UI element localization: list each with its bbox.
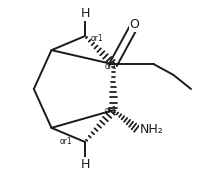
Text: or1: or1 [60,137,73,146]
Text: or1: or1 [105,62,117,70]
Text: H: H [80,158,90,171]
Text: H: H [80,7,90,20]
Text: NH₂: NH₂ [140,123,164,136]
Text: or1: or1 [105,106,117,115]
Text: O: O [130,18,140,31]
Text: or1: or1 [90,34,103,43]
